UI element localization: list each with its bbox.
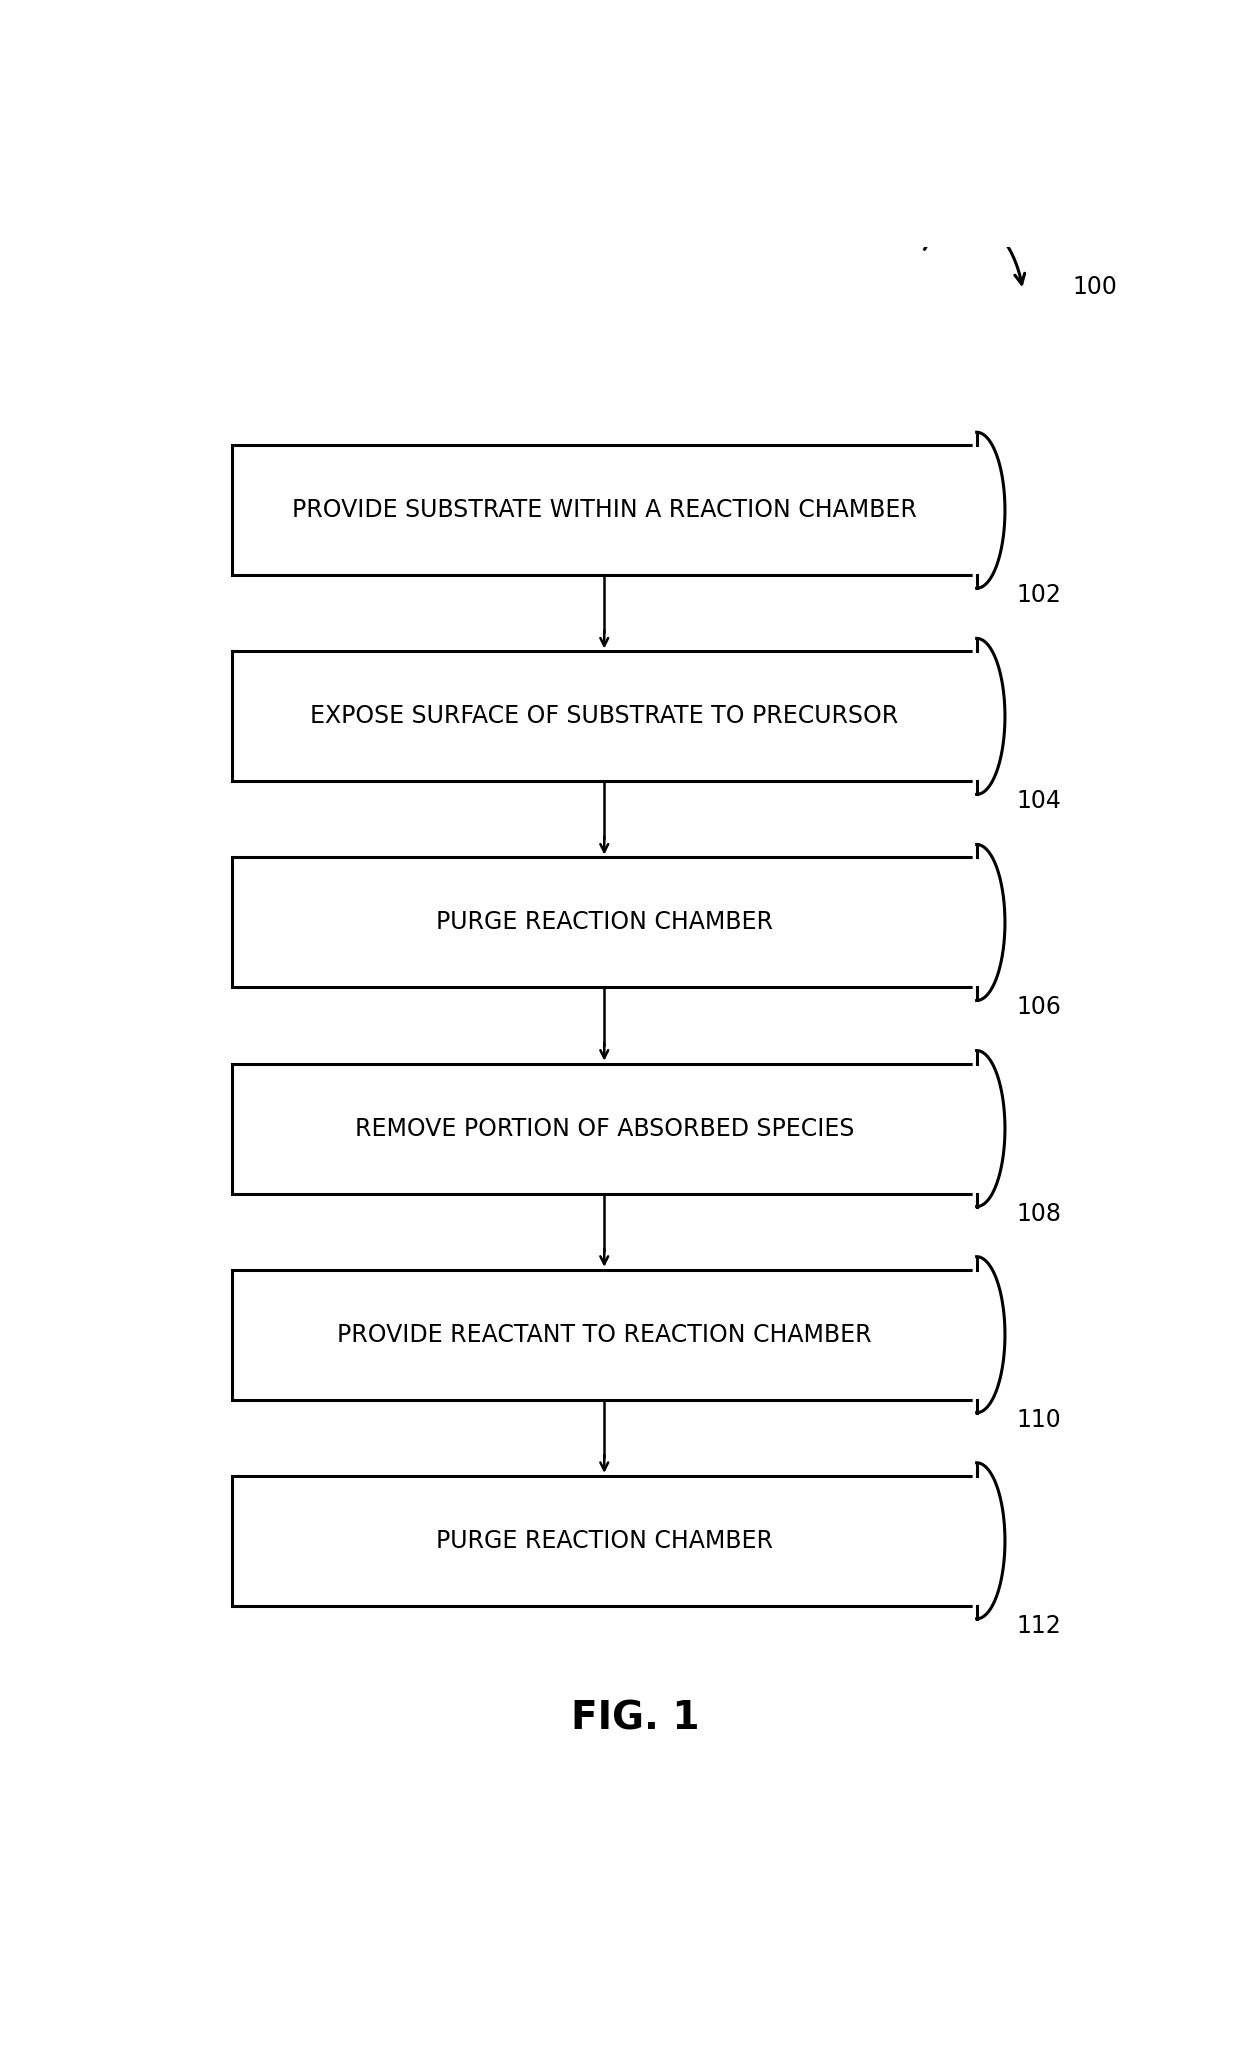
Text: EXPOSE SURFACE OF SUBSTRATE TO PRECURSOR: EXPOSE SURFACE OF SUBSTRATE TO PRECURSOR — [310, 704, 899, 729]
Text: 104: 104 — [1017, 789, 1061, 813]
Text: 102: 102 — [1017, 583, 1061, 607]
Text: 106: 106 — [1017, 994, 1061, 1019]
Text: FIG. 1: FIG. 1 — [572, 1699, 699, 1738]
Text: PURGE REACTION CHAMBER: PURGE REACTION CHAMBER — [435, 910, 773, 935]
Text: 110: 110 — [1017, 1408, 1061, 1431]
Text: REMOVE PORTION OF ABSORBED SPECIES: REMOVE PORTION OF ABSORBED SPECIES — [355, 1116, 854, 1141]
Text: PURGE REACTION CHAMBER: PURGE REACTION CHAMBER — [435, 1528, 773, 1552]
Text: PROVIDE SUBSTRATE WITHIN A REACTION CHAMBER: PROVIDE SUBSTRATE WITHIN A REACTION CHAM… — [291, 498, 916, 523]
Bar — [232, 651, 977, 780]
Text: 112: 112 — [1017, 1614, 1061, 1637]
Bar — [232, 445, 977, 574]
Text: PROVIDE REACTANT TO REACTION CHAMBER: PROVIDE REACTANT TO REACTION CHAMBER — [337, 1322, 872, 1347]
Text: 100: 100 — [1073, 274, 1117, 299]
Bar — [232, 1065, 977, 1194]
Text: 108: 108 — [1017, 1202, 1061, 1225]
Bar — [232, 857, 977, 988]
Bar — [232, 1270, 977, 1400]
Bar — [232, 1476, 977, 1606]
